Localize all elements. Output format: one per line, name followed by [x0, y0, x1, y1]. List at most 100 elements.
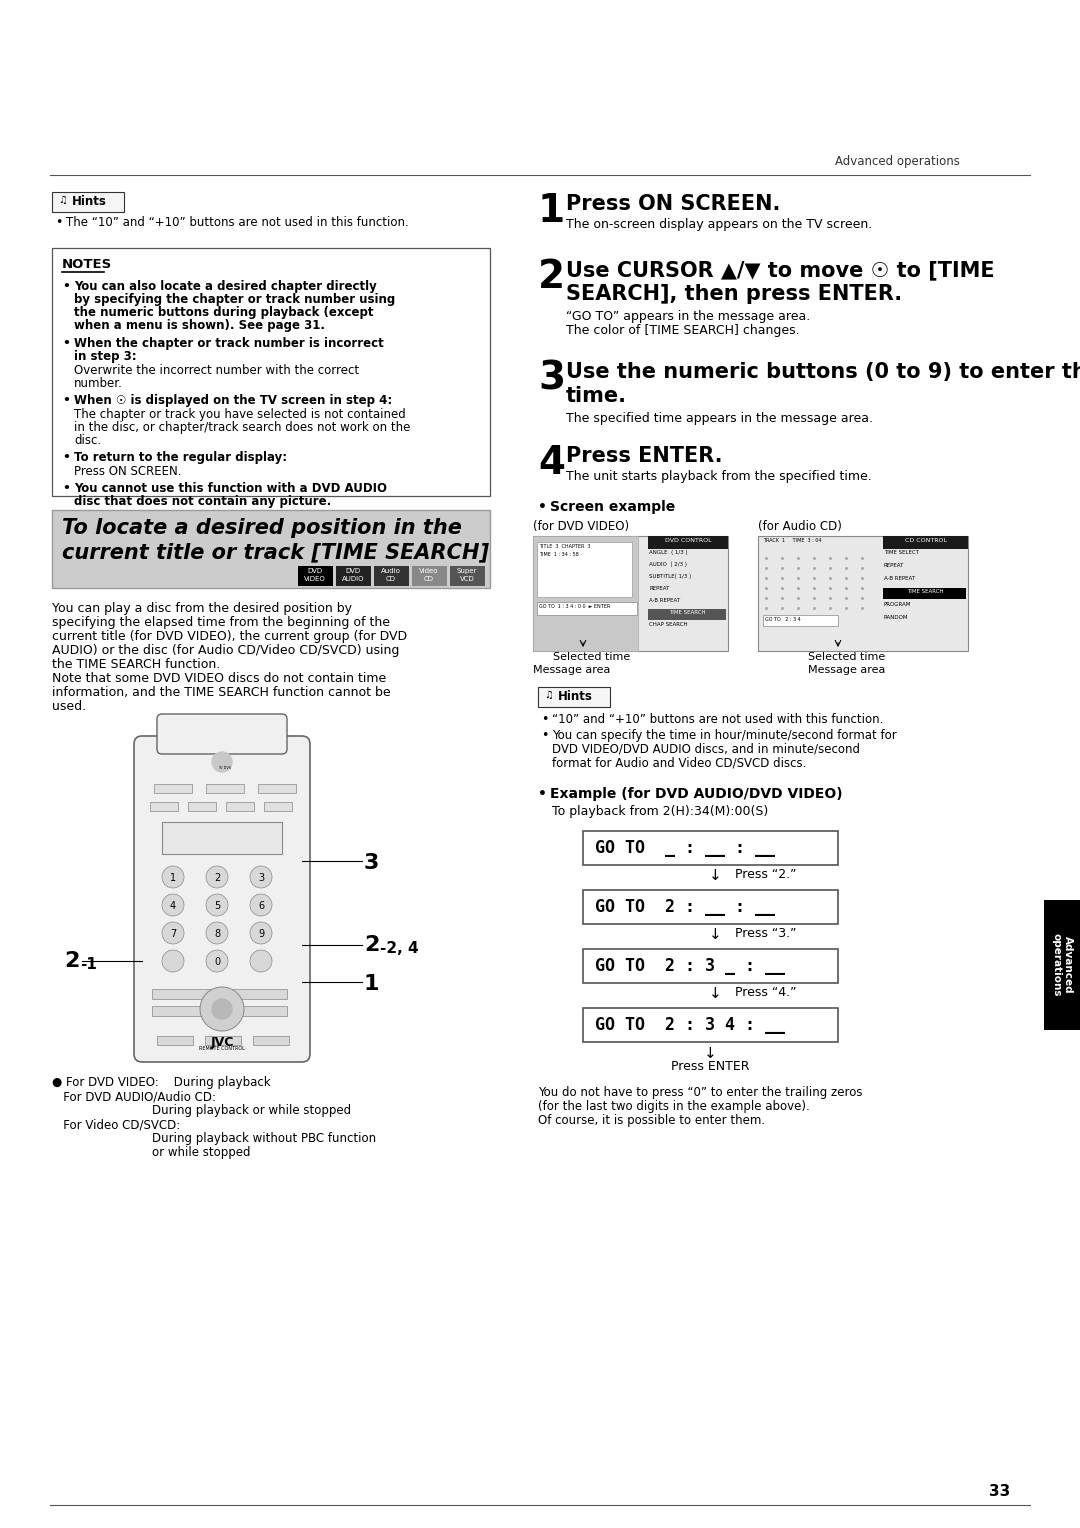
Text: 9: 9 [258, 929, 265, 940]
Text: AUDIO: AUDIO [341, 576, 364, 582]
Text: ↓: ↓ [708, 927, 721, 941]
Text: in the disc, or chapter/track search does not work on the: in the disc, or chapter/track search doe… [75, 422, 410, 434]
Text: Overwrite the incorrect number with the correct: Overwrite the incorrect number with the … [75, 364, 360, 377]
Bar [583, 889, 838, 924]
Text: VCD: VCD [460, 576, 474, 582]
Text: (for Audio CD): (for Audio CD) [758, 520, 842, 533]
Bar [583, 1008, 838, 1042]
Text: TRACK  1     TIME  3 : 04: TRACK 1 TIME 3 : 04 [762, 538, 822, 542]
Text: current title or track [TIME SEARCH]: current title or track [TIME SEARCH] [62, 542, 489, 562]
Text: TIME SELECT: TIME SELECT [885, 550, 919, 555]
Text: Press “2.”: Press “2.” [735, 868, 797, 882]
Text: The on-screen display appears on the TV screen.: The on-screen display appears on the TV … [566, 219, 873, 231]
Circle shape [249, 950, 272, 972]
Text: DVD: DVD [308, 568, 323, 575]
Text: 3: 3 [364, 853, 379, 872]
Bar [188, 802, 216, 811]
Text: Advanced operations: Advanced operations [835, 154, 960, 168]
Text: ANGLE  ⟨ 1/3 ⟩: ANGLE ⟨ 1/3 ⟩ [649, 550, 688, 555]
Text: GO TO  2 : __ : __: GO TO 2 : __ : __ [595, 898, 775, 915]
Bar [534, 536, 638, 651]
Text: AUDIO  ⟨ 2/3 ⟩: AUDIO ⟨ 2/3 ⟩ [649, 562, 687, 567]
Text: 4: 4 [538, 445, 565, 481]
Circle shape [200, 987, 244, 1031]
Text: DVD: DVD [346, 568, 361, 575]
Text: When ☉ is displayed on the TV screen in step 4:: When ☉ is displayed on the TV screen in … [75, 394, 392, 406]
Circle shape [249, 894, 272, 915]
Text: 33: 33 [989, 1484, 1010, 1499]
Bar [374, 565, 409, 587]
Text: •: • [541, 729, 549, 743]
Text: You cannot use this function with a DVD AUDIO: You cannot use this function with a DVD … [75, 481, 387, 495]
Text: •: • [538, 500, 546, 513]
Text: Selected time: Selected time [808, 652, 886, 662]
Bar [758, 536, 968, 651]
Text: number.: number. [75, 377, 123, 390]
Text: Of course, it is possible to enter them.: Of course, it is possible to enter them. [538, 1114, 765, 1128]
Text: TIME SEARCH: TIME SEARCH [669, 610, 705, 614]
Text: You can also locate a desired chapter directly: You can also locate a desired chapter di… [75, 280, 377, 293]
Text: ↓: ↓ [708, 868, 721, 883]
Circle shape [206, 894, 228, 915]
Text: When the chapter or track number is incorrect: When the chapter or track number is inco… [75, 338, 383, 350]
Text: SEARCH], then press ENTER.: SEARCH], then press ENTER. [566, 284, 902, 304]
Text: •: • [55, 215, 63, 229]
Text: Super: Super [457, 568, 477, 575]
Text: Hints: Hints [558, 691, 593, 703]
Bar [1044, 900, 1080, 1030]
Text: The chapter or track you have selected is not contained: The chapter or track you have selected i… [75, 408, 406, 422]
Text: Use CURSOR ▲/▼ to move ☉ to [TIME: Use CURSOR ▲/▼ to move ☉ to [TIME [566, 260, 995, 280]
Text: Press ON SCREEN.: Press ON SCREEN. [566, 194, 781, 214]
Text: Video: Video [419, 568, 438, 575]
Text: 6: 6 [258, 902, 265, 911]
Text: REPEAT: REPEAT [649, 587, 670, 591]
Text: 1: 1 [170, 872, 176, 883]
Text: PROGRAM: PROGRAM [885, 602, 912, 607]
Text: current title (for DVD VIDEO), the current group (for DVD: current title (for DVD VIDEO), the curre… [52, 630, 407, 643]
Text: Press ON SCREEN.: Press ON SCREEN. [75, 465, 181, 478]
Text: 2: 2 [364, 935, 379, 955]
Text: •: • [538, 787, 546, 801]
Text: •: • [62, 280, 70, 293]
Text: The unit starts playback from the specified time.: The unit starts playback from the specif… [566, 471, 872, 483]
Text: CD CONTROL: CD CONTROL [905, 538, 947, 542]
Text: GO TO  _ : __ : __: GO TO _ : __ : __ [595, 839, 775, 857]
Text: “GO TO” appears in the message area.: “GO TO” appears in the message area. [566, 310, 810, 322]
Text: (for DVD VIDEO): (for DVD VIDEO) [534, 520, 630, 533]
Bar [648, 536, 728, 549]
Bar [258, 784, 296, 793]
Text: “10” and “+10” buttons are not used with this function.: “10” and “+10” buttons are not used with… [552, 714, 883, 726]
Bar [538, 688, 610, 707]
Text: TIME SEARCH: TIME SEARCH [907, 588, 943, 594]
Text: Press “3.”: Press “3.” [735, 927, 797, 940]
Text: DVD CONTROL: DVD CONTROL [664, 538, 712, 542]
Text: JVC: JVC [211, 1036, 233, 1050]
Bar [336, 565, 372, 587]
Text: 2: 2 [64, 950, 79, 970]
Bar [298, 565, 333, 587]
Text: A-B REPEAT: A-B REPEAT [885, 576, 915, 581]
Text: information, and the TIME SEARCH function cannot be: information, and the TIME SEARCH functio… [52, 686, 391, 698]
Text: or while stopped: or while stopped [152, 1146, 251, 1160]
FancyBboxPatch shape [134, 736, 310, 1062]
Bar [450, 565, 485, 587]
Bar [537, 542, 632, 597]
Text: Press “4.”: Press “4.” [735, 986, 797, 999]
Circle shape [162, 866, 184, 888]
Text: ● For DVD VIDEO:    During playback: ● For DVD VIDEO: During playback [52, 1076, 271, 1089]
Text: •: • [62, 451, 70, 465]
Text: ↓: ↓ [704, 1047, 716, 1060]
Circle shape [206, 950, 228, 972]
Text: During playback or while stopped: During playback or while stopped [152, 1105, 351, 1117]
Bar [52, 193, 124, 212]
Circle shape [162, 921, 184, 944]
Text: Hints: Hints [72, 196, 107, 208]
Text: DVD VIDEO/DVD AUDIO discs, and in minute/second: DVD VIDEO/DVD AUDIO discs, and in minute… [552, 743, 860, 756]
Bar [205, 1036, 241, 1045]
Bar [762, 614, 838, 626]
Text: CD: CD [424, 576, 434, 582]
Text: GO TO  2 : 3 _ : __: GO TO 2 : 3 _ : __ [595, 957, 785, 975]
Bar [157, 1036, 193, 1045]
Text: Press ENTER.: Press ENTER. [566, 446, 723, 466]
Text: used.: used. [52, 700, 86, 714]
